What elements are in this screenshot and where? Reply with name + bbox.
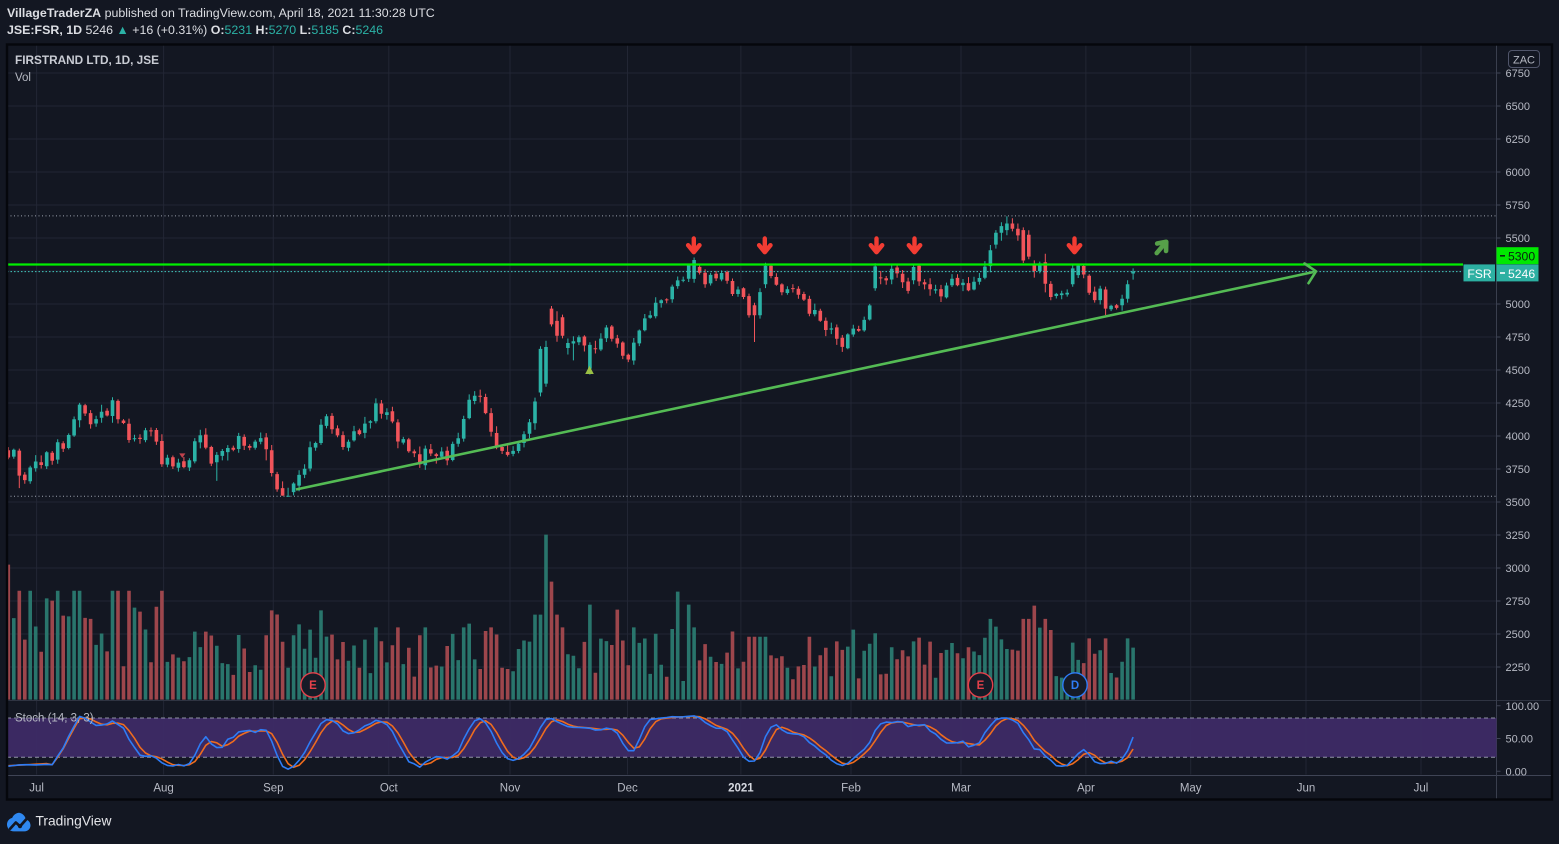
svg-text:May: May bbox=[1180, 783, 1202, 795]
svg-text:100.00: 100.00 bbox=[1506, 701, 1540, 713]
svg-text:5300: 5300 bbox=[1508, 250, 1535, 264]
svg-text:D: D bbox=[1071, 680, 1079, 692]
svg-text:6500: 6500 bbox=[1506, 101, 1530, 113]
svg-text:E: E bbox=[977, 680, 985, 692]
svg-text:Stoch (14, 3, 3): Stoch (14, 3, 3) bbox=[15, 713, 94, 725]
svg-text:4000: 4000 bbox=[1506, 431, 1530, 443]
svg-text:5750: 5750 bbox=[1506, 200, 1530, 212]
svg-text:Feb: Feb bbox=[841, 783, 861, 795]
svg-text:Oct: Oct bbox=[380, 783, 399, 795]
svg-text:Dec: Dec bbox=[617, 783, 638, 795]
svg-text:VillageTraderZA published on T: VillageTraderZA published on TradingView… bbox=[7, 6, 435, 20]
svg-text:Jul: Jul bbox=[29, 783, 44, 795]
svg-text:FIRSTRAND LTD, 1D, JSE: FIRSTRAND LTD, 1D, JSE bbox=[15, 53, 159, 67]
svg-text:3750: 3750 bbox=[1506, 464, 1530, 476]
svg-text:6750: 6750 bbox=[1506, 68, 1530, 80]
svg-text:50.00: 50.00 bbox=[1506, 734, 1534, 746]
svg-text:E: E bbox=[309, 680, 317, 692]
svg-text:5000: 5000 bbox=[1506, 299, 1530, 311]
svg-text:3000: 3000 bbox=[1506, 563, 1530, 575]
svg-text:3250: 3250 bbox=[1506, 530, 1530, 542]
svg-text:5246: 5246 bbox=[1508, 267, 1535, 281]
svg-text:Aug: Aug bbox=[153, 783, 173, 795]
svg-text:5500: 5500 bbox=[1506, 233, 1530, 245]
svg-text:Apr: Apr bbox=[1077, 783, 1095, 795]
svg-text:Sep: Sep bbox=[263, 783, 283, 795]
svg-text:Mar: Mar bbox=[951, 783, 971, 795]
svg-text:Vol: Vol bbox=[15, 72, 31, 84]
svg-text:Jul: Jul bbox=[1414, 783, 1429, 795]
svg-text:3500: 3500 bbox=[1506, 497, 1530, 509]
svg-text:Jun: Jun bbox=[1297, 783, 1316, 795]
svg-text:TradingView: TradingView bbox=[36, 814, 112, 829]
svg-text:FSR: FSR bbox=[1467, 267, 1492, 281]
svg-text:4500: 4500 bbox=[1506, 365, 1530, 377]
svg-text:JSE:FSR, 1D 5246 ▲ +16 (+0.31: JSE:FSR, 1D 5246 ▲ +16 (+0.31%) O:5231 H… bbox=[7, 23, 383, 37]
svg-text:0.00: 0.00 bbox=[1506, 766, 1527, 778]
svg-text:6000: 6000 bbox=[1506, 167, 1530, 179]
svg-text:2500: 2500 bbox=[1506, 629, 1530, 641]
svg-text:2021: 2021 bbox=[728, 783, 754, 795]
svg-text:Nov: Nov bbox=[500, 783, 521, 795]
svg-text:2250: 2250 bbox=[1506, 662, 1530, 674]
svg-text:4750: 4750 bbox=[1506, 332, 1530, 344]
svg-text:2750: 2750 bbox=[1506, 596, 1530, 608]
svg-text:6250: 6250 bbox=[1506, 134, 1530, 146]
svg-text:ZAC: ZAC bbox=[1513, 55, 1535, 67]
svg-text:4250: 4250 bbox=[1506, 398, 1530, 410]
